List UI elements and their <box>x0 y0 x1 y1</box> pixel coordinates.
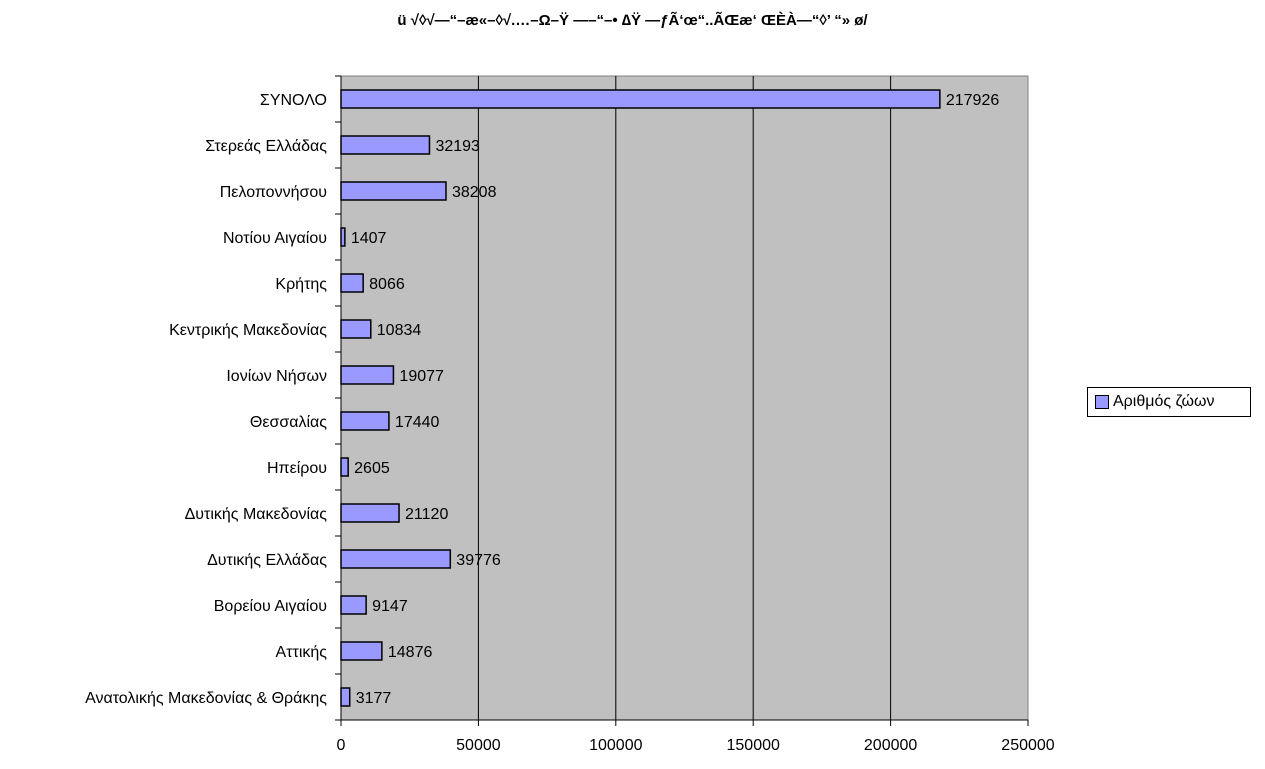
category-label: Θεσσαλίας <box>250 414 327 431</box>
data-label: 38208 <box>452 184 497 201</box>
category-label: Νοτίου Αιγαίου <box>223 230 327 247</box>
bar <box>340 503 400 523</box>
bar <box>340 641 383 661</box>
bar <box>340 549 452 569</box>
bar <box>340 595 367 615</box>
bar <box>340 89 941 109</box>
category-label: Στερεάς Ελλάδας <box>205 138 327 155</box>
data-label: 32193 <box>435 138 480 155</box>
legend-label: Αριθμός ζώων <box>1113 393 1215 410</box>
x-tick-label: 0 <box>337 737 346 754</box>
data-label: 21120 <box>405 506 448 523</box>
bar <box>340 319 372 339</box>
legend: Αριθμός ζώων <box>1087 387 1251 417</box>
category-label: Δυτικής Μακεδονίας <box>185 506 328 523</box>
chart-title: ü √◊√—“–æ«–◊√.…–Ω–Ÿ —–“–• ∆Ÿ —ƒÃ‘œ“..ÃŒæ… <box>397 12 868 29</box>
data-label: 39776 <box>456 552 501 569</box>
x-tick-label: 100000 <box>589 737 642 754</box>
data-label: 217926 <box>946 92 999 109</box>
legend-swatch <box>1095 395 1109 409</box>
category-label: Ιονίων Νήσων <box>226 368 327 385</box>
data-label: 9147 <box>372 598 408 615</box>
category-label: Ηπείρου <box>267 460 327 477</box>
bars <box>340 89 941 707</box>
x-tick-labels: 0 50000 100000 150000 200000 250000 <box>337 737 1055 754</box>
x-tick-label: 200000 <box>864 737 917 754</box>
category-label: Δυτικής Ελλάδας <box>207 552 327 569</box>
bar <box>340 273 364 293</box>
x-tick-label: 250000 <box>1001 737 1054 754</box>
category-label: Πελοποννήσου <box>220 184 327 201</box>
data-labels: 217926 32193 38208 1407 8066 10834 19077 17440 2… <box>351 92 999 707</box>
category-labels: ΣΥΝΟΛΟ Στερεάς Ελλάδας Πελοποννήσου Νοτίου … <box>85 92 327 707</box>
bar <box>340 227 346 247</box>
data-label: 10834 <box>377 322 422 339</box>
category-label: Βορείου Αιγαίου <box>214 598 327 615</box>
data-label: 19077 <box>399 368 444 385</box>
category-label: Κρήτης <box>275 276 327 293</box>
bar <box>340 457 349 477</box>
bar <box>340 135 431 155</box>
bar <box>340 365 395 385</box>
category-label: ΣΥΝΟΛΟ <box>260 92 327 109</box>
x-tick-label: 150000 <box>727 737 780 754</box>
bar <box>340 411 390 431</box>
data-label: 3177 <box>356 690 392 707</box>
category-label: Κεντρικής Μακεδονίας <box>169 322 327 339</box>
data-label: 14876 <box>388 644 433 661</box>
bar <box>340 181 447 201</box>
grid-lines <box>477 76 892 720</box>
axis <box>335 75 1029 726</box>
data-label: 17440 <box>395 414 440 431</box>
data-label: 1407 <box>351 230 387 247</box>
category-label: Ανατολικής Μακεδονίας & Θράκης <box>85 690 327 707</box>
plot-area <box>340 75 1029 721</box>
bar <box>340 687 351 707</box>
data-label: 2605 <box>354 460 390 477</box>
category-label: Αττικής <box>276 644 328 661</box>
x-tick-label: 50000 <box>456 737 501 754</box>
data-label: 8066 <box>369 276 405 293</box>
